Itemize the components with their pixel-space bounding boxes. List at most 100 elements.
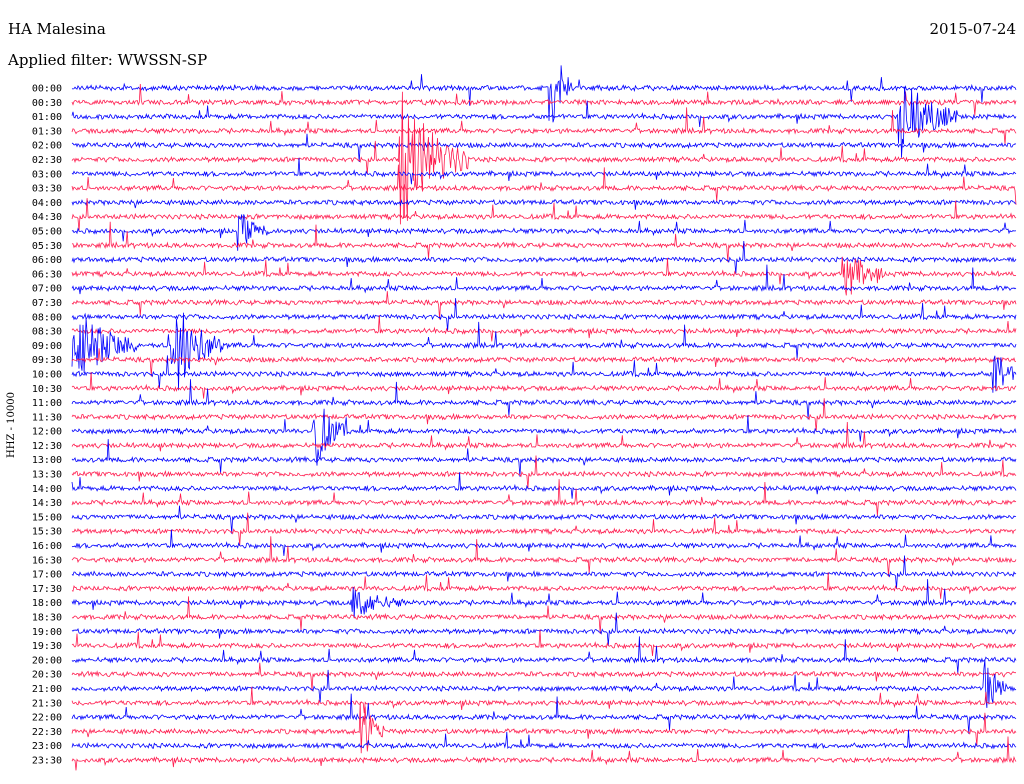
row-label-24: 12:00: [32, 427, 62, 438]
trace-0900: [71, 312, 1017, 391]
row-label-16: 08:00: [32, 312, 62, 323]
row-label-28: 14:00: [32, 484, 62, 495]
row-label-0: 00:00: [32, 84, 62, 95]
trace-1900: [71, 612, 1017, 647]
date-label: 2015-07-24: [929, 20, 1016, 38]
row-label-31: 15:30: [32, 527, 62, 538]
trace-1330: [71, 455, 1017, 489]
trace-1130: [71, 398, 1017, 432]
trace-2230: [71, 702, 1017, 754]
row-label-19: 09:30: [32, 355, 62, 366]
trace-0230: [71, 91, 1016, 225]
trace-1300: [71, 439, 1017, 477]
row-label-6: 03:00: [32, 169, 62, 180]
row-label-4: 02:00: [32, 141, 62, 152]
trace-1430: [71, 479, 1017, 517]
row-label-15: 07:30: [32, 298, 62, 309]
station-title: HA Malesina: [8, 20, 106, 38]
trace-group: [71, 65, 1017, 771]
trace-1730: [71, 572, 1017, 599]
trace-1400: [71, 472, 1017, 499]
row-label-3: 01:30: [32, 126, 62, 137]
trace-0500: [71, 214, 1017, 251]
trace-0800: [71, 298, 1017, 332]
trace-1800: [71, 579, 1017, 618]
y-axis-label: HHZ - 10000: [6, 392, 17, 458]
row-label-27: 13:30: [32, 470, 62, 481]
trace-1030: [71, 372, 1017, 399]
row-label-2: 01:00: [32, 112, 62, 123]
row-label-44: 22:00: [32, 713, 62, 724]
trace-0200: [71, 133, 1017, 163]
row-label-5: 02:30: [32, 155, 62, 166]
row-label-37: 18:30: [32, 613, 62, 624]
trace-2130: [71, 686, 1017, 714]
row-label-18: 09:00: [32, 341, 62, 352]
trace-1230: [71, 421, 1017, 452]
row-label-30: 15:00: [32, 512, 62, 523]
row-label-26: 13:00: [32, 455, 62, 466]
row-label-43: 21:30: [32, 698, 62, 709]
trace-0100: [71, 86, 1017, 158]
row-label-47: 23:30: [32, 756, 62, 767]
row-label-32: 16:00: [32, 541, 62, 552]
trace-1700: [71, 555, 1017, 589]
trace-1530: [71, 512, 1017, 546]
row-label-45: 22:30: [32, 727, 62, 738]
row-label-46: 23:00: [32, 741, 62, 752]
trace-1930: [71, 629, 1017, 657]
trace-0700: [71, 264, 1017, 295]
row-label-7: 03:30: [32, 184, 62, 195]
row-label-8: 04:00: [32, 198, 62, 209]
trace-0430: [71, 198, 1017, 232]
trace-2330: [71, 736, 1017, 771]
trace-0630: [71, 256, 1017, 296]
filter-label: Applied filter: WWSSN-SP: [8, 51, 208, 69]
row-label-1: 00:30: [32, 98, 62, 109]
trace-1500: [71, 505, 1017, 534]
row-label-9: 04:30: [32, 212, 62, 223]
trace-0400: [71, 198, 1017, 210]
trace-1600: [71, 529, 1017, 556]
row-label-36: 18:00: [32, 598, 62, 609]
row-label-group: 00:00 00:30 01:00 01:30 02:00 02:30 03:00 03:30…: [32, 84, 62, 767]
row-label-10: 05:00: [32, 226, 62, 237]
row-label-38: 19:00: [32, 627, 62, 638]
row-label-35: 17:30: [32, 584, 62, 595]
trace-2100: [71, 659, 1017, 708]
trace-0530: [71, 221, 1017, 263]
row-label-34: 17:00: [32, 570, 62, 581]
trace-2300: [71, 729, 1017, 750]
row-label-11: 05:30: [32, 241, 62, 252]
row-label-22: 11:00: [32, 398, 62, 409]
trace-0730: [71, 291, 1017, 320]
row-label-23: 11:30: [32, 412, 62, 423]
trace-0600: [71, 240, 1017, 275]
row-label-33: 16:30: [32, 555, 62, 566]
row-label-12: 06:00: [32, 255, 62, 266]
trace-2000: [71, 636, 1017, 674]
trace-0300: [71, 157, 1017, 185]
row-label-20: 10:00: [32, 369, 62, 380]
trace-0030: [71, 83, 1017, 116]
trace-2200: [71, 693, 1017, 734]
trace-1100: [71, 379, 1017, 420]
trace-0000: [71, 65, 1017, 123]
trace-1630: [71, 536, 1017, 577]
trace-0330: [71, 164, 1017, 205]
row-label-25: 12:30: [32, 441, 62, 452]
row-label-14: 07:00: [32, 284, 62, 295]
trace-1200: [71, 408, 1017, 466]
trace-1830: [71, 596, 1017, 634]
trace-0830: [71, 315, 1017, 342]
row-label-29: 14:30: [32, 498, 62, 509]
trace-0130: [71, 107, 1017, 145]
row-label-21: 10:30: [32, 384, 62, 395]
trace-2030: [71, 662, 1016, 692]
row-label-17: 08:30: [32, 327, 62, 338]
trace-0930: [71, 348, 1017, 377]
row-label-42: 21:00: [32, 684, 62, 695]
row-label-39: 19:30: [32, 641, 62, 652]
